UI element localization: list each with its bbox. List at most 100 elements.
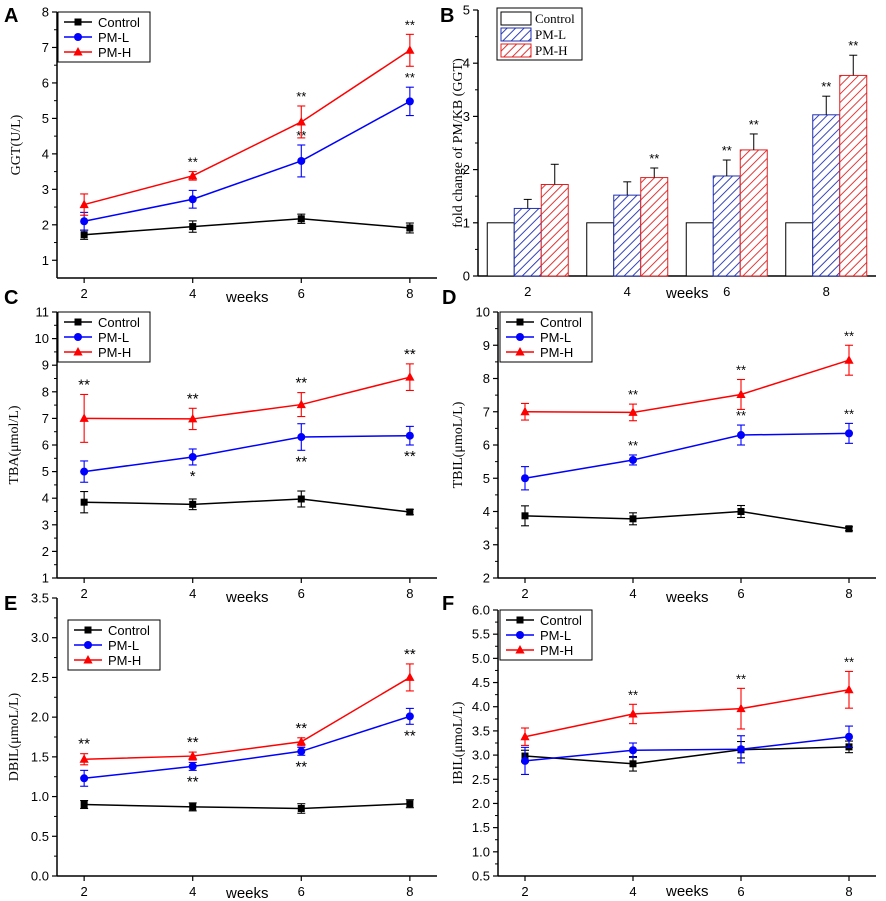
- y-tick-label: 10: [35, 331, 49, 346]
- data-point: [188, 195, 197, 204]
- data-point: [405, 712, 414, 721]
- data-point: [520, 406, 530, 416]
- data-point: [405, 672, 415, 681]
- legend-marker: [74, 333, 82, 341]
- data-point: [845, 525, 853, 533]
- x-axis-label: weeks: [225, 289, 269, 306]
- series-control: [521, 504, 853, 533]
- data-point: [736, 389, 746, 398]
- legend-swatch: [500, 27, 532, 42]
- legend-marker: [84, 626, 92, 634]
- y-tick-label: 8: [483, 371, 490, 386]
- data-point: [189, 803, 197, 811]
- bar-pm-l-wk6: [712, 175, 741, 277]
- legend-label: PM-H: [535, 43, 568, 58]
- panel-e: E 0.0 0.5 1.0 1.5 2.0 2.5 3.0 3.5 DBIL(μmoL/L) wee…: [4, 591, 437, 901]
- series-pm-h: ** ** ** **: [78, 646, 416, 766]
- significance-label: **: [187, 734, 199, 751]
- significance-label: **: [404, 646, 416, 663]
- y-tick-label: 4.0: [472, 699, 490, 714]
- data-point: [80, 467, 89, 476]
- series-line: [524, 432, 850, 479]
- series-line: [524, 359, 850, 414]
- legend-label: Control: [535, 11, 575, 26]
- legend-swatch: [500, 11, 532, 26]
- significance-label: **: [628, 438, 638, 453]
- y-tick-label: 4: [483, 504, 490, 519]
- y-tick-label: 2: [463, 162, 470, 177]
- y-axis-label: fold change of PM/KB (GGT): [451, 58, 466, 228]
- x-tick-label: 2: [521, 586, 528, 601]
- x-tick-label: 4: [629, 884, 636, 899]
- series-pm-l: ** ** **: [80, 707, 416, 790]
- significance-label: **: [188, 155, 198, 170]
- y-tick-label: 2.5: [472, 772, 490, 787]
- legend-label: Control: [540, 315, 582, 330]
- x-tick-label: 2: [81, 586, 88, 601]
- x-axis-label: weeks: [665, 285, 709, 302]
- data-point: [406, 508, 414, 516]
- y-tick-label: 11: [36, 305, 50, 320]
- data-point: [297, 804, 305, 812]
- y-tick-label: 8: [42, 5, 49, 20]
- series-line: [83, 49, 411, 206]
- bar-pm-h-wk8: [839, 74, 868, 277]
- y-tick-label: 3: [42, 182, 49, 197]
- data-point: [736, 703, 746, 713]
- y-tick-label: 4.5: [472, 675, 490, 690]
- legend-marker: [515, 645, 525, 654]
- data-point: [189, 223, 197, 231]
- series-line: [84, 434, 410, 473]
- y-tick-label: 1.5: [472, 820, 490, 835]
- series-control: [80, 213, 414, 240]
- data-point: [79, 199, 89, 209]
- legend-marker: [516, 333, 524, 341]
- y-tick-label: 2: [483, 571, 490, 586]
- series-line: [84, 715, 411, 780]
- legend-label: Control: [98, 15, 140, 30]
- y-tick-label: 5: [483, 471, 490, 486]
- y-tick-label: 2.0: [472, 796, 490, 811]
- x-tick-label: 6: [298, 586, 305, 601]
- y-tick-label: 9: [42, 358, 49, 373]
- bar-pm-h-wk6: [739, 149, 768, 277]
- y-tick-label: 6: [483, 438, 490, 453]
- x-tick-label: 2: [524, 284, 531, 299]
- legend-label: Control: [98, 315, 140, 330]
- panel-f: F 0.5 1.0 1.5 2.0 2.5 3.0 3.5 4.0 4.5 5.0 5.5 6.0 IBI…: [442, 593, 876, 900]
- series-line: [84, 802, 410, 810]
- legend-marker: [516, 631, 524, 639]
- y-axis-label: TBA(μmol/L): [7, 405, 22, 484]
- x-tick-label: 4: [189, 286, 196, 301]
- data-point: [188, 413, 198, 423]
- series-line: [84, 498, 410, 513]
- legend-label: PM-H: [540, 345, 573, 360]
- series-pm-h: ** ** ** **: [78, 346, 416, 443]
- significance-label: **: [628, 687, 638, 702]
- y-tick-label: 5.5: [472, 627, 490, 642]
- legend-label: PM-H: [98, 45, 131, 60]
- significance-label: **: [844, 654, 854, 669]
- y-tick-label: 5: [42, 111, 49, 126]
- data-point: [79, 413, 89, 422]
- legend-label: PM-L: [98, 330, 129, 345]
- data-point: [188, 762, 197, 771]
- data-point: [406, 224, 414, 232]
- significance-label: **: [296, 89, 306, 104]
- significance-label: **: [404, 727, 416, 744]
- x-tick-label: 4: [629, 586, 636, 601]
- data-point: [296, 116, 306, 126]
- significance-label: **: [295, 375, 307, 392]
- series-pm-h: ** ** **: [520, 654, 854, 746]
- series-line: [524, 510, 850, 530]
- legend-marker: [74, 33, 82, 41]
- data-point: [844, 355, 854, 364]
- y-tick-label: 3: [463, 109, 470, 124]
- legend-label: PM-H: [98, 345, 131, 360]
- legend-marker: [73, 47, 83, 56]
- x-tick-label: 8: [823, 284, 830, 299]
- x-tick-label: 2: [81, 884, 88, 899]
